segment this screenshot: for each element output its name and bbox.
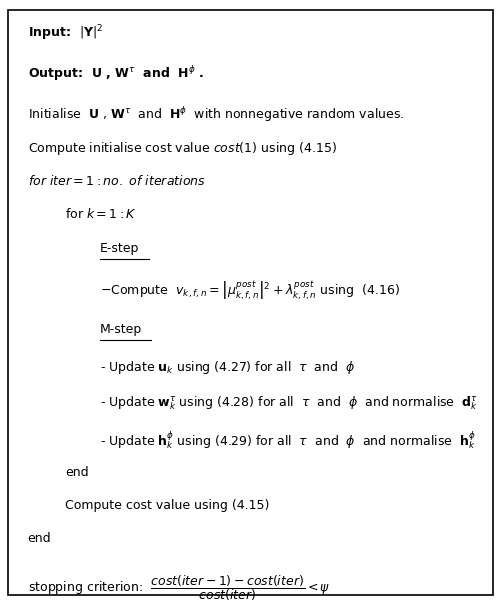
- Text: for $k\mathit{=1:K}$: for $k\mathit{=1:K}$: [65, 207, 137, 221]
- Text: end: end: [28, 532, 51, 545]
- Text: - Update $\mathbf{h}_k^{\phi}$ using (4.29) for all  $\tau$  and  $\phi$  and no: - Update $\mathbf{h}_k^{\phi}$ using (4.…: [100, 429, 476, 451]
- Text: E-step: E-step: [100, 242, 140, 255]
- Text: $\mathrm{-Compute}\ \ v_{k,f,n} = \left|\mu_{k,f,n}^{post}\right|^2 + \lambda_{k: $\mathrm{-Compute}\ \ v_{k,f,n} = \left|…: [100, 280, 400, 302]
- Text: stopping criterion:  $\dfrac{\mathit{cost(iter-1)}-\mathit{cost(iter)}}{\mathit{: stopping criterion: $\dfrac{\mathit{cost…: [28, 573, 330, 603]
- Text: - Update $\mathbf{u}_k$ using (4.27) for all  $\tau$  and  $\phi$: - Update $\mathbf{u}_k$ using (4.27) for…: [100, 359, 356, 376]
- FancyBboxPatch shape: [8, 10, 493, 595]
- Text: end: end: [65, 466, 89, 479]
- Text: Compute initialise cost value $\mathit{cost}$(1) using (4.15): Compute initialise cost value $\mathit{c…: [28, 140, 337, 157]
- Text: Output:  $\mathbf{U}$ , $\mathbf{W}^{\tau}$  and  $\mathbf{H}^{\phi}$ .: Output: $\mathbf{U}$ , $\mathbf{W}^{\tau…: [28, 64, 204, 83]
- Text: Initialise  $\mathbf{U}$ , $\mathbf{W}^{\tau}$  and  $\mathbf{H}^{\phi}$  with n: Initialise $\mathbf{U}$ , $\mathbf{W}^{\…: [28, 105, 404, 124]
- Text: Compute cost value using (4.15): Compute cost value using (4.15): [65, 499, 270, 512]
- Text: for $\mathit{iter{=}1:no.\ of\ iterations}$: for $\mathit{iter{=}1:no.\ of\ iteration…: [28, 174, 205, 188]
- Text: M-step: M-step: [100, 323, 142, 336]
- Text: - Update $\mathbf{w}_k^{\tau}$ using (4.28) for all  $\tau$  and  $\phi$  and no: - Update $\mathbf{w}_k^{\tau}$ using (4.…: [100, 394, 478, 412]
- Text: Input:  $|\mathbf{Y}|^2$: Input: $|\mathbf{Y}|^2$: [28, 23, 103, 42]
